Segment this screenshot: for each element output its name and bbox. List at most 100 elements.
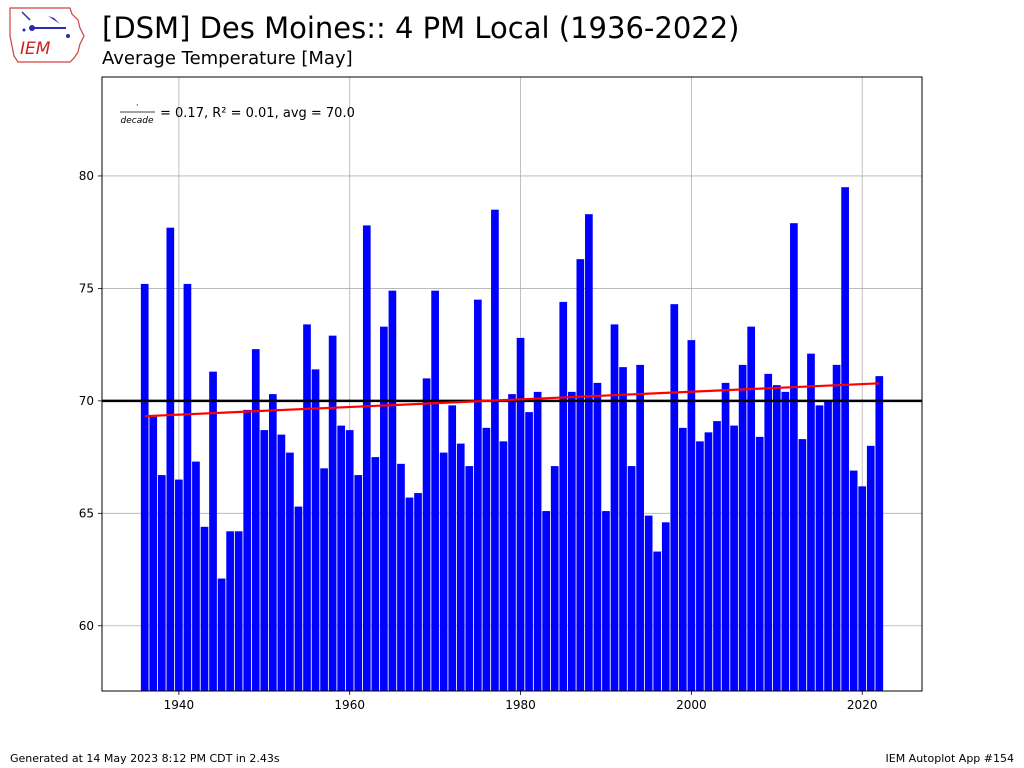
bar [875,376,884,691]
bar [320,468,328,691]
bar [721,382,730,691]
bar [456,443,465,691]
bar [371,457,380,691]
bar [661,522,670,691]
x-tick-label: 1940 [164,698,195,712]
bar [328,335,337,691]
bar [627,466,636,691]
bar [593,382,602,691]
bar [140,283,149,691]
bar [533,391,542,691]
bar [576,259,585,691]
trend-line [144,382,880,418]
bar [508,394,516,691]
bar [192,461,200,691]
annotation-numerator: · [136,101,139,111]
bar [448,405,457,691]
bar [345,430,354,691]
bar [678,427,687,691]
bar [473,299,482,691]
bar [482,427,491,691]
bar [559,301,568,691]
regression-annotation: · decade = 0.17, R² = 0.01, avg = 70.0 [120,101,355,126]
bar [798,439,807,691]
bar [542,511,551,691]
bar [704,432,713,691]
bar [217,578,226,691]
bar [286,452,294,691]
bar [610,324,619,691]
bar [841,187,849,691]
bar [670,304,679,691]
bars [140,187,884,691]
bar [636,364,644,691]
bar [832,364,841,691]
bar [234,531,243,691]
bar [277,434,286,691]
bar [525,412,533,691]
bar [619,367,627,691]
x-tick-label: 1980 [505,698,536,712]
bar [849,470,858,691]
logo-text: IEM [20,39,51,59]
plot-frame [101,76,923,692]
x-tick-label: 2000 [676,698,707,712]
bar [149,416,158,691]
annotation-text: = 0.17, R² = 0.01, avg = 70.0 [160,106,355,121]
bar [268,394,277,691]
bar [465,466,474,691]
bar [260,430,269,691]
bar [602,511,610,691]
bar [738,364,747,691]
y-tick-label: 65 [79,506,94,520]
bar [730,425,738,691]
bar [491,209,499,691]
bar [439,452,448,691]
axis-ticks: 60 65 70 75 80 1940 1960 1980 2000 2020 [79,169,878,712]
y-tick-label: 60 [79,619,94,633]
bar [183,283,192,691]
bar [200,526,209,691]
chart-title: [DSM] Des Moines:: 4 PM Local (1936-2022… [102,11,740,45]
bar [516,337,525,691]
bar [166,227,175,691]
annotation-denominator: decade [121,116,154,126]
bar [696,441,704,691]
bar [772,385,781,691]
bar [824,400,832,691]
bar [311,369,320,691]
bar [781,391,790,691]
bar [713,421,721,691]
bar [653,551,662,691]
bar [337,425,346,691]
bar [807,353,815,691]
bar [550,466,559,691]
bar [175,479,183,691]
y-tick-label: 80 [79,169,94,183]
generated-timestamp: Generated at 14 May 2023 8:12 PM CDT in … [10,752,280,765]
bar [414,493,422,691]
bar [209,371,217,691]
bar [388,290,397,691]
bar [380,326,388,691]
bar [405,497,414,691]
bar [755,436,764,691]
reference-lines [102,382,922,418]
y-tick-label: 75 [79,281,94,295]
bar [567,391,576,691]
iem-logo-icon: IEM [9,7,85,63]
bar [397,463,405,691]
bar [243,409,252,691]
bar [866,445,875,691]
bar [815,405,824,691]
chart-subtitle: Average Temperature [May] [102,48,353,69]
x-tick-label: 1960 [334,698,365,712]
bar [499,441,508,691]
bar [747,326,756,691]
bar [294,506,303,691]
y-tick-label: 70 [79,394,94,408]
bar [362,225,371,691]
bar [354,475,363,691]
bar [764,373,773,691]
bar [644,515,653,691]
